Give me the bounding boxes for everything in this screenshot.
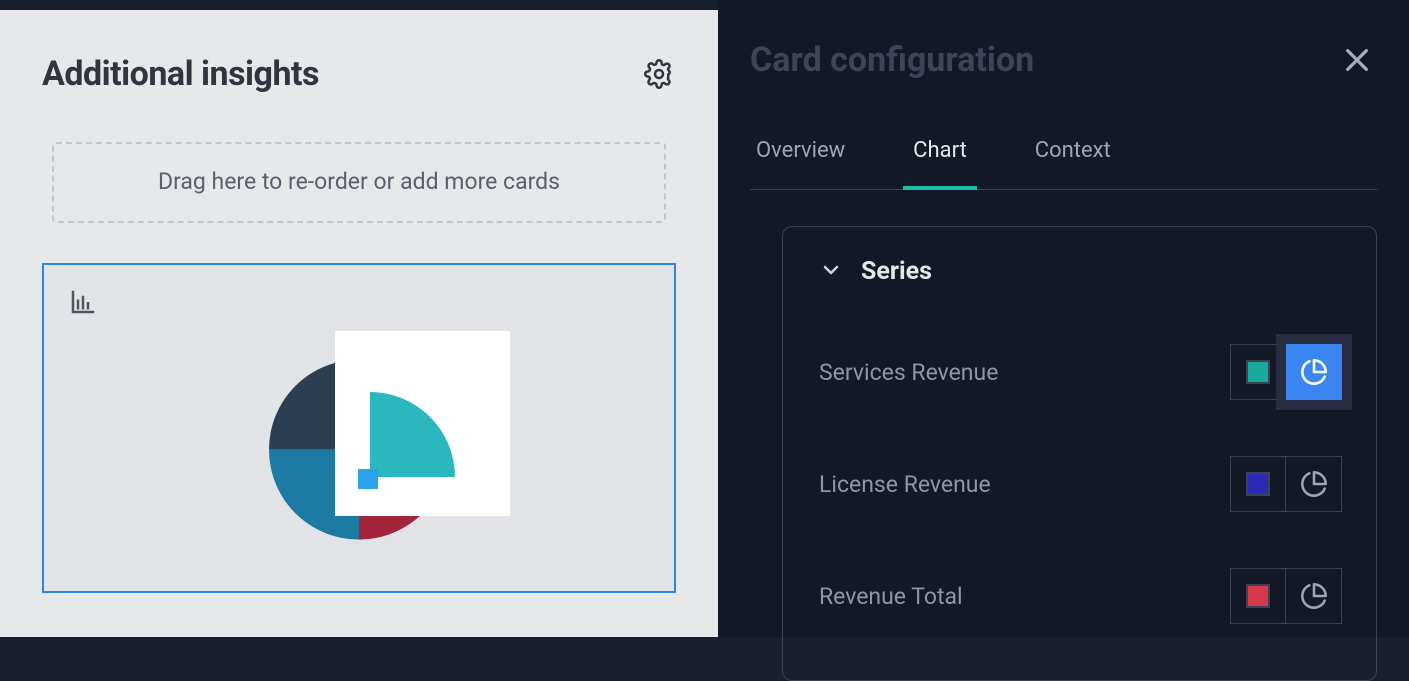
series-header[interactable]: Series xyxy=(819,257,1342,286)
insights-panel: Additional insights Drag here to re-orde… xyxy=(0,0,718,637)
insights-header: Additional insights xyxy=(42,54,676,94)
series-controls xyxy=(1230,344,1342,400)
series-row-license: License Revenue xyxy=(819,456,1342,512)
config-title: Card configuration xyxy=(750,40,1034,80)
color-swatch xyxy=(1246,360,1270,384)
bar-chart-icon xyxy=(68,302,98,321)
config-panel: Card configuration OverviewChartContext … xyxy=(718,0,1409,637)
tab-context[interactable]: Context xyxy=(1033,138,1113,189)
color-swatch-button[interactable] xyxy=(1230,456,1286,512)
series-list: Services Revenue License Revenue Revenue T… xyxy=(819,344,1342,624)
chevron-down-icon xyxy=(819,258,843,286)
color-swatch-button[interactable] xyxy=(1230,568,1286,624)
top-strip xyxy=(0,0,718,10)
insights-title: Additional insights xyxy=(42,54,319,94)
color-swatch xyxy=(1246,584,1270,608)
series-title: Series xyxy=(861,257,932,286)
color-swatch-button[interactable] xyxy=(1230,344,1286,400)
series-label: Revenue Total xyxy=(819,583,963,610)
config-tabs: Overview Chart Context xyxy=(750,138,1377,190)
close-icon[interactable] xyxy=(1337,40,1377,80)
config-header: Card configuration xyxy=(750,40,1377,80)
chart-type-button[interactable] xyxy=(1286,568,1342,624)
tab-overview[interactable]: Overview xyxy=(754,138,847,189)
series-row-total: Revenue Total xyxy=(819,568,1342,624)
series-controls xyxy=(1230,568,1342,624)
series-row-services: Services Revenue xyxy=(819,344,1342,400)
drop-zone-text: Drag here to re-order or add more cards xyxy=(158,168,560,195)
drop-zone[interactable]: Drag here to re-order or add more cards xyxy=(52,142,666,223)
drag-ghost xyxy=(335,331,510,516)
gear-icon[interactable] xyxy=(642,57,676,91)
chart-type-button[interactable] xyxy=(1286,344,1342,400)
series-controls xyxy=(1230,456,1342,512)
chart-type-button[interactable] xyxy=(1286,456,1342,512)
color-swatch xyxy=(1246,472,1270,496)
series-section: Series Services Revenue License Revenue Re… xyxy=(782,226,1377,681)
series-label: Services Revenue xyxy=(819,359,998,386)
tab-chart[interactable]: Chart xyxy=(911,138,969,189)
series-label: License Revenue xyxy=(819,471,991,498)
